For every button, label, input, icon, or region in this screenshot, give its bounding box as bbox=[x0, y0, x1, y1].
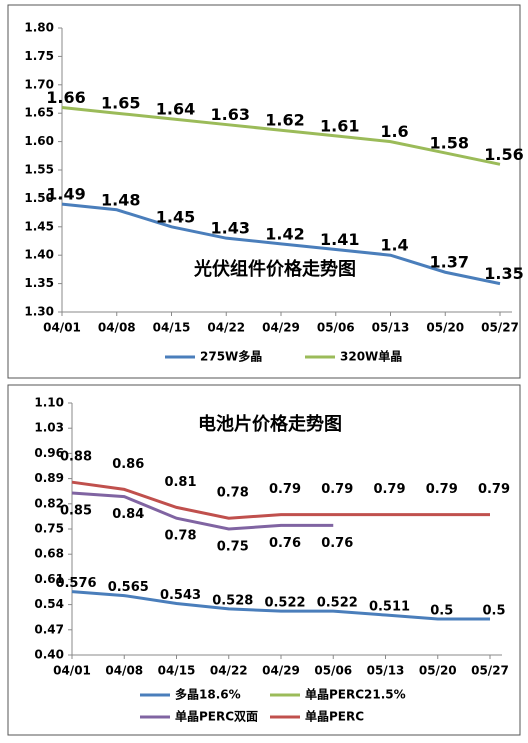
series-line bbox=[71, 480, 490, 520]
data-label: 1.63 bbox=[211, 105, 250, 124]
data-label: 0.81 bbox=[164, 475, 196, 490]
series-line bbox=[61, 202, 501, 286]
x-tick-label: 04/29 bbox=[262, 321, 300, 335]
y-tick-label: 0.54 bbox=[34, 597, 64, 611]
x-tick-label: 05/06 bbox=[317, 321, 355, 335]
data-label: 1.62 bbox=[265, 111, 304, 130]
data-label: 1.43 bbox=[211, 219, 250, 238]
data-label: 1.4 bbox=[380, 236, 408, 255]
x-tick-label: 05/27 bbox=[471, 664, 509, 678]
y-tick-label: 1.55 bbox=[24, 163, 54, 177]
data-label: 1.65 bbox=[101, 94, 140, 113]
x-tick-label: 05/13 bbox=[372, 321, 410, 335]
y-tick-label: 1.30 bbox=[24, 305, 54, 319]
x-tick-label: 04/08 bbox=[105, 664, 143, 678]
x-tick-label: 04/15 bbox=[153, 321, 191, 335]
y-tick-label: 1.80 bbox=[24, 21, 54, 35]
data-label: 0.79 bbox=[321, 482, 353, 497]
y-tick-label: 1.50 bbox=[24, 191, 54, 205]
x-tick-label: 05/20 bbox=[419, 664, 457, 678]
chart-title: 光伏组件价格走势图 bbox=[193, 258, 356, 280]
y-tick-label: 0.40 bbox=[34, 648, 64, 662]
y-tick-label: 1.03 bbox=[34, 421, 64, 435]
y-tick-label: 1.10 bbox=[34, 396, 64, 410]
y-tick-label: 0.75 bbox=[34, 522, 64, 536]
x-tick-label: 05/13 bbox=[367, 664, 405, 678]
data-label: 0.76 bbox=[321, 536, 353, 551]
data-label: 1.45 bbox=[156, 207, 195, 226]
data-label: 0.543 bbox=[160, 588, 201, 603]
legend-label: 275W多晶 bbox=[200, 349, 262, 364]
y-tick-label: 0.89 bbox=[34, 471, 64, 485]
legend-label: 单晶PERC21.5% bbox=[305, 687, 406, 702]
data-label: 0.85 bbox=[60, 504, 92, 519]
y-tick-label: 0.47 bbox=[34, 622, 64, 636]
y-tick-label: 1.60 bbox=[24, 134, 54, 148]
x-tick-label: 04/15 bbox=[158, 664, 196, 678]
data-label: 0.84 bbox=[112, 507, 144, 522]
x-tick-label: 04/29 bbox=[262, 664, 300, 678]
data-label: 1.49 bbox=[46, 185, 85, 204]
data-label: 1.56 bbox=[484, 145, 523, 164]
data-label: 1.6 bbox=[380, 122, 408, 141]
data-label: 0.79 bbox=[478, 482, 510, 497]
data-label: 0.528 bbox=[212, 593, 253, 608]
data-label: 1.64 bbox=[156, 99, 195, 118]
data-label: 1.58 bbox=[430, 133, 469, 152]
legend-label: 单晶PERC bbox=[305, 709, 364, 724]
data-label: 0.79 bbox=[426, 482, 458, 497]
y-tick-label: 1.40 bbox=[24, 248, 54, 262]
chart-frame bbox=[7, 4, 521, 379]
data-label: 0.511 bbox=[369, 600, 410, 615]
x-tick-label: 05/06 bbox=[314, 664, 352, 678]
data-label: 1.61 bbox=[320, 116, 359, 135]
data-label: 0.565 bbox=[108, 580, 149, 595]
y-tick-label: 1.70 bbox=[24, 77, 54, 91]
data-label: 0.79 bbox=[373, 482, 405, 497]
chart-frame bbox=[7, 384, 521, 736]
data-label: 0.88 bbox=[60, 450, 92, 465]
x-tick-label: 04/01 bbox=[53, 664, 91, 678]
data-label: 0.76 bbox=[269, 536, 301, 551]
data-label: 0.576 bbox=[55, 576, 96, 591]
chart-title: 电池片价格走势图 bbox=[198, 413, 342, 435]
data-label: 0.78 bbox=[164, 529, 196, 544]
data-label: 0.522 bbox=[317, 596, 358, 611]
legend-label: 单晶PERC双面 bbox=[175, 709, 258, 724]
y-tick-label: 0.68 bbox=[34, 547, 64, 561]
series-line bbox=[71, 590, 490, 621]
legend-label: 320W单晶 bbox=[340, 349, 402, 364]
x-tick-label: 05/20 bbox=[426, 321, 464, 335]
data-label: 1.37 bbox=[430, 253, 469, 272]
x-tick-label: 04/08 bbox=[98, 321, 136, 335]
series-line bbox=[61, 106, 501, 166]
data-label: 0.86 bbox=[112, 457, 144, 472]
data-label: 1.42 bbox=[265, 224, 304, 243]
data-label: 0.5 bbox=[482, 604, 505, 619]
x-tick-label: 05/27 bbox=[481, 321, 519, 335]
data-label: 1.66 bbox=[46, 88, 85, 107]
data-label: 1.41 bbox=[320, 230, 359, 249]
y-tick-label: 1.45 bbox=[24, 219, 54, 233]
legend-label: 多晶18.6% bbox=[175, 687, 241, 702]
x-tick-label: 04/01 bbox=[43, 321, 81, 335]
y-tick-label: 1.35 bbox=[24, 276, 54, 290]
data-label: 0.522 bbox=[264, 596, 305, 611]
y-tick-label: 0.96 bbox=[34, 446, 64, 460]
data-label: 0.5 bbox=[430, 604, 453, 619]
y-tick-label: 0.82 bbox=[34, 496, 64, 510]
series-line bbox=[71, 491, 334, 531]
x-tick-label: 04/22 bbox=[207, 321, 245, 335]
y-tick-label: 0.61 bbox=[34, 572, 64, 586]
y-tick-label: 1.75 bbox=[24, 49, 54, 63]
data-label: 0.79 bbox=[269, 482, 301, 497]
y-tick-label: 1.65 bbox=[24, 106, 54, 120]
data-label: 1.35 bbox=[484, 264, 523, 283]
x-tick-label: 04/22 bbox=[210, 664, 248, 678]
data-label: 1.48 bbox=[101, 190, 140, 209]
data-label: 0.78 bbox=[217, 486, 249, 501]
data-label: 0.75 bbox=[217, 540, 249, 555]
